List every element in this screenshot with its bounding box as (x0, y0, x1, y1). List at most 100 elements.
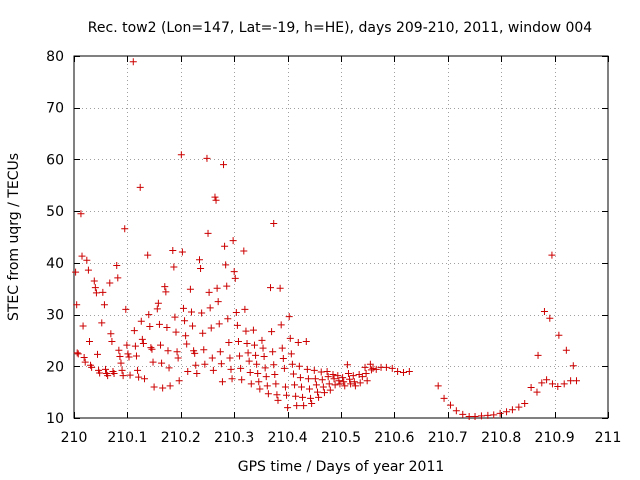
data-point (554, 382, 562, 390)
data-point (84, 266, 92, 274)
data-point (283, 391, 291, 399)
data-point (399, 368, 407, 376)
data-point (562, 346, 570, 354)
data-point (273, 391, 281, 399)
data-point (263, 382, 271, 390)
data-point (299, 393, 307, 401)
x-tick-label: 210.7 (428, 430, 468, 446)
data-point (148, 345, 156, 353)
data-point (347, 380, 355, 388)
data-point (77, 210, 85, 218)
data-point (90, 277, 98, 285)
data-point (155, 320, 163, 328)
data-point (533, 388, 541, 396)
data-point (224, 315, 232, 323)
data-point (153, 305, 161, 313)
data-point (267, 284, 275, 292)
data-point (204, 229, 212, 237)
data-point (296, 374, 304, 382)
data-point (218, 378, 226, 386)
data-point (110, 370, 118, 378)
data-point (527, 383, 535, 391)
data-point (548, 251, 556, 259)
data-point (555, 331, 563, 339)
data-point (187, 308, 195, 316)
data-point (363, 377, 371, 385)
y-tick-label: 60 (46, 152, 64, 168)
data-point (534, 351, 542, 359)
data-point (335, 377, 343, 385)
data-point (201, 360, 209, 368)
data-point (74, 350, 82, 358)
data-point (361, 363, 369, 371)
data-point (366, 360, 374, 368)
data-point (323, 367, 331, 375)
y-tick-label: 40 (46, 256, 64, 272)
data-point (540, 307, 548, 315)
data-point (157, 341, 165, 349)
data-point (339, 374, 347, 382)
x-tick-label: 210.4 (268, 430, 308, 446)
data-point (459, 410, 467, 418)
data-point (307, 394, 315, 402)
data-point (116, 352, 124, 360)
data-point (247, 380, 255, 388)
data-point (221, 242, 229, 250)
data-point (145, 311, 153, 319)
data-point (271, 371, 279, 379)
data-point (72, 268, 80, 276)
x-axis-label: GPS time / Days of year 2011 (238, 459, 445, 475)
x-tick-label: 210.2 (161, 430, 201, 446)
data-point (173, 348, 181, 356)
data-point (200, 346, 208, 354)
data-point (212, 196, 220, 204)
data-point (154, 299, 162, 307)
chart-title: Rec. tow2 (Lon=147, Lat=-19, h=HE), days… (88, 20, 592, 36)
data-point (238, 376, 246, 384)
data-point (117, 359, 125, 367)
data-point (208, 354, 216, 362)
data-point (356, 379, 364, 387)
data-point (243, 340, 251, 348)
data-point (276, 284, 284, 292)
data-point (250, 341, 258, 349)
x-tick-label: 210 (61, 430, 88, 446)
data-point (369, 364, 377, 372)
y-tick-label: 70 (46, 101, 64, 117)
data-point (124, 350, 132, 358)
data-point (161, 283, 169, 291)
data-point (114, 274, 122, 282)
data-point (199, 329, 207, 337)
data-point (231, 274, 239, 282)
data-point (285, 313, 293, 321)
data-point (325, 380, 333, 388)
data-point (222, 261, 230, 269)
data-point (100, 301, 108, 309)
data-point (91, 284, 99, 292)
data-point (434, 382, 442, 390)
data-point (217, 360, 225, 368)
data-point (317, 368, 325, 376)
data-point (246, 368, 254, 376)
data-point (215, 320, 223, 328)
data-point (300, 402, 308, 410)
data-point (195, 256, 203, 264)
data-point (144, 251, 152, 259)
x-tick-label: 210.3 (214, 430, 254, 446)
data-point (269, 348, 277, 356)
data-point (314, 388, 322, 396)
data-point (244, 349, 252, 357)
data-point (331, 381, 339, 389)
data-point (346, 375, 354, 383)
data-point (107, 330, 115, 338)
data-point (286, 334, 294, 342)
data-point (207, 324, 215, 332)
data-point (270, 361, 278, 369)
data-point (138, 335, 146, 343)
data-point (158, 359, 166, 367)
data-point (274, 396, 282, 404)
data-point (284, 404, 292, 412)
data-point (230, 268, 238, 276)
data-point (304, 375, 312, 383)
data-point (184, 367, 192, 375)
